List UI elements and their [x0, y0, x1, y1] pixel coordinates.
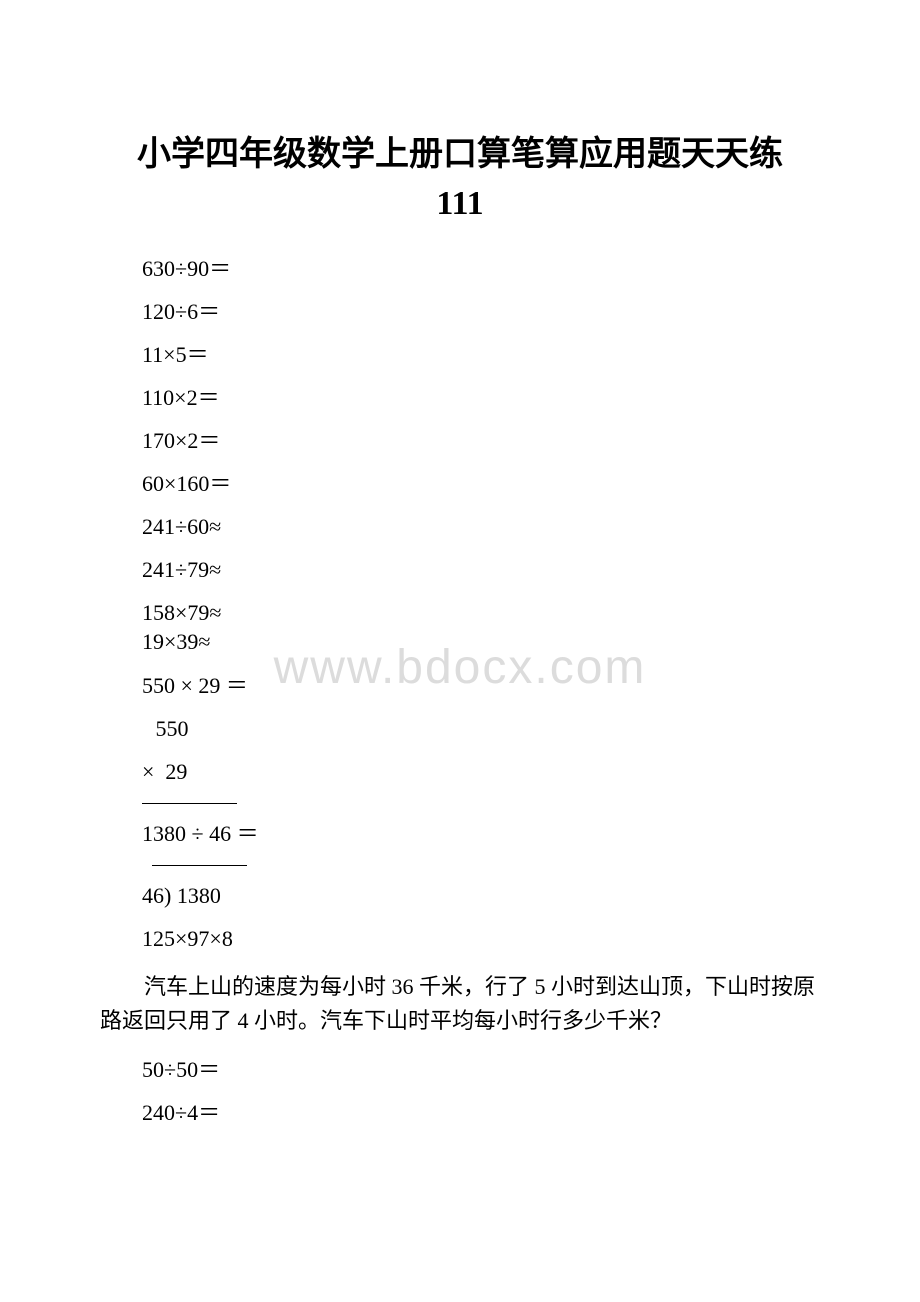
page-content: 小学四年级数学上册口算笔算应用题天天练 111 630÷90＝ 120÷6＝ 1… — [100, 130, 820, 1124]
problem-15: 240÷4＝ — [100, 1101, 820, 1124]
problem-1: 630÷90＝ — [100, 257, 820, 280]
problem-7: 241÷60≈ — [100, 515, 820, 538]
document-page: www.bdocx.com 小学四年级数学上册口算笔算应用题天天练 111 63… — [0, 0, 920, 1302]
problem-11: 550 × 29 ＝ — [100, 674, 820, 697]
problem-9: 158×79≈ — [100, 601, 820, 624]
word-problem: 汽车上山的速度为每小时 36 千米，行了 5 小时到达山顶，下山时按原路返回只用… — [100, 970, 820, 1038]
problem-2: 120÷6＝ — [100, 300, 820, 323]
problem-10: 19×39≈ — [100, 630, 820, 653]
page-title: 小学四年级数学上册口算笔算应用题天天练 111 — [100, 130, 820, 229]
title-line-2: 111 — [436, 185, 483, 222]
problem-6: 60×160＝ — [100, 472, 820, 495]
problem-4: 110×2＝ — [100, 386, 820, 409]
problem-11-work-a: 550 — [100, 717, 820, 740]
problem-13: 125×97×8 — [100, 927, 820, 950]
problem-12-rule — [152, 865, 247, 866]
problem-8: 241÷79≈ — [100, 558, 820, 581]
problem-11-rule — [142, 803, 237, 804]
title-line-1: 小学四年级数学上册口算笔算应用题天天练 — [137, 136, 783, 173]
problem-9-10-group: 158×79≈ 19×39≈ — [100, 601, 820, 653]
problem-12: 1380 ÷ 46 ＝ — [100, 822, 820, 845]
problem-12-work-a: 46) 1380 — [100, 884, 820, 907]
problem-5: 170×2＝ — [100, 429, 820, 452]
problem-11-work-b: × 29 — [100, 760, 820, 783]
problem-3: 11×5＝ — [100, 343, 820, 366]
problem-14: 50÷50＝ — [100, 1058, 820, 1081]
